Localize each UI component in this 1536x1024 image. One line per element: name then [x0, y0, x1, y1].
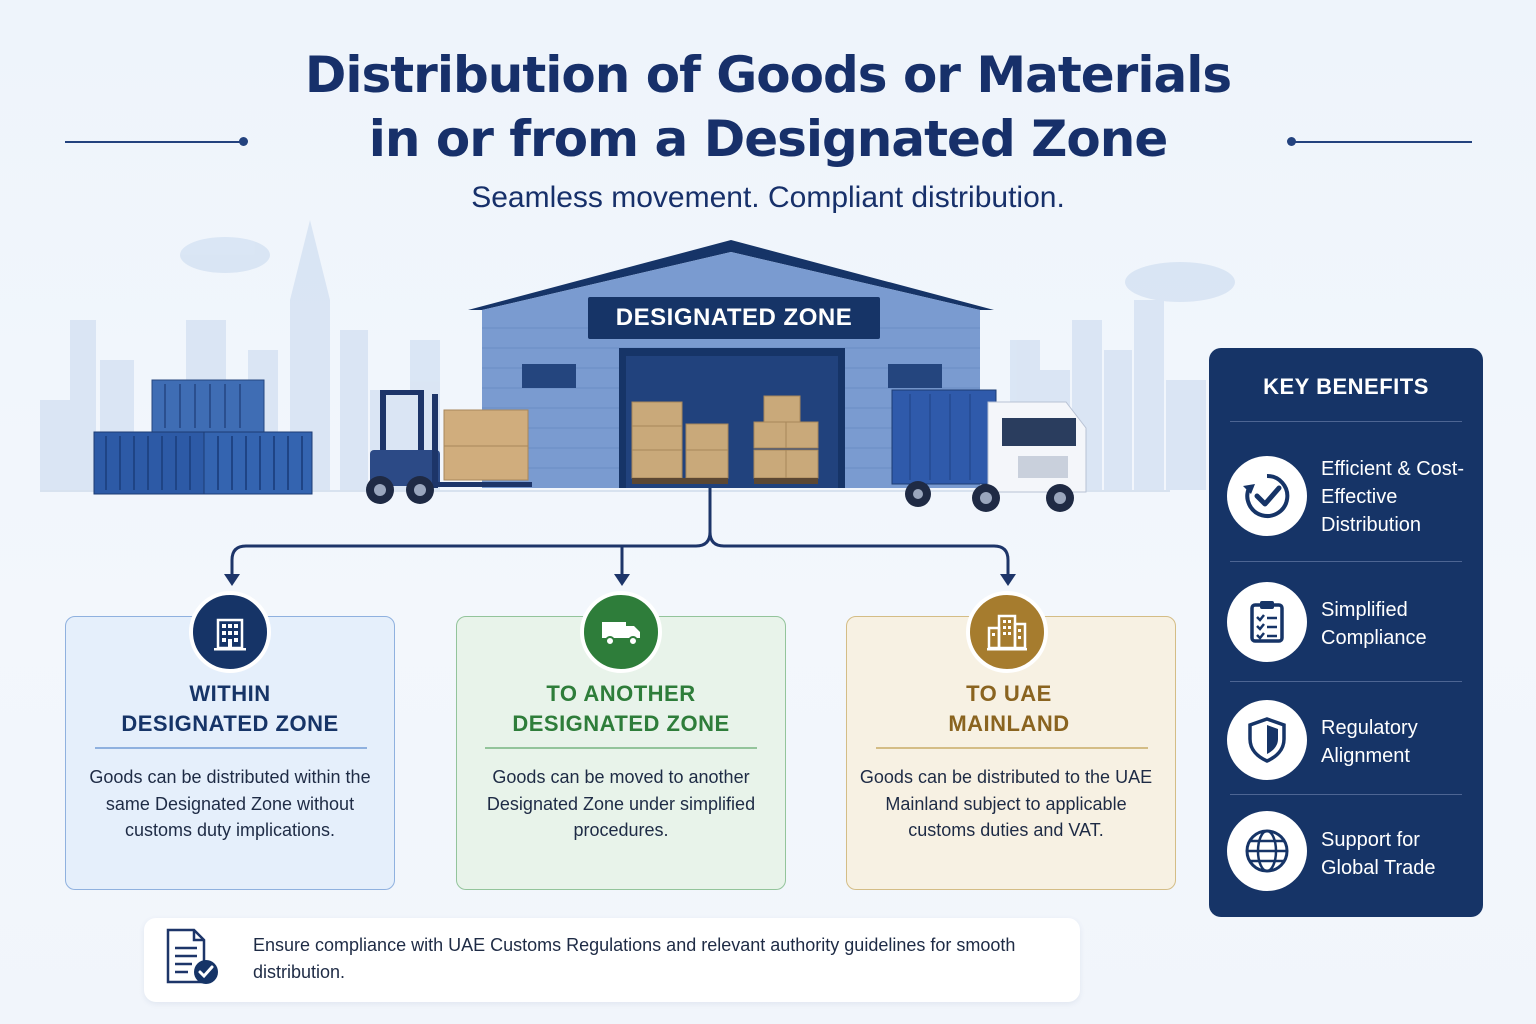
globe-icon — [1227, 811, 1307, 891]
benefit-divider-2 — [1230, 681, 1462, 682]
document-check-icon — [164, 928, 224, 988]
benefit-simplified-compliance: Simplified Compliance — [1321, 599, 1427, 649]
within-zone-divider — [95, 747, 367, 749]
title-divider-right — [1294, 141, 1472, 143]
shield-icon — [1227, 700, 1307, 780]
city-icon — [966, 591, 1048, 673]
benefit-global-trade: Support for Global Trade — [1321, 829, 1436, 879]
benefit-divider-3 — [1230, 794, 1462, 795]
mainland-title-line-1: TO UAE — [966, 681, 1052, 706]
benefit-efficient-distribution: Efficient & Cost-Effective Distribution — [1321, 458, 1465, 536]
within-zone-title-line-2: DESIGNATED ZONE — [121, 711, 339, 736]
title-divider-left-dot — [239, 137, 248, 146]
mainland-description: Goods can be distributed to the UAE Main… — [859, 767, 1153, 840]
mainland-divider — [876, 747, 1148, 749]
mainland-title-line-2: MAINLAND — [948, 711, 1070, 736]
truck-illustration — [891, 389, 1087, 512]
building-icon — [189, 591, 271, 673]
title-divider-right-dot — [1287, 137, 1296, 146]
mainland-title: TO UAE MAINLAND — [844, 679, 1174, 739]
clipboard-icon — [1227, 582, 1307, 662]
within-zone-description: Goods can be distributed within the same… — [89, 767, 371, 840]
within-zone-title: WITHIN DESIGNATED ZONE — [65, 679, 395, 739]
another-zone-title-line-2: DESIGNATED ZONE — [512, 711, 730, 736]
page-title-line-1: Distribution of Goods or Materials — [304, 46, 1232, 104]
another-zone-title-line-1: TO ANOTHER — [546, 681, 696, 706]
page-subtitle: Seamless movement. Compliant distributio… — [471, 181, 1065, 214]
another-zone-divider — [485, 747, 757, 749]
benefit-divider-1 — [1230, 561, 1462, 562]
check-cycle-icon — [1227, 456, 1307, 536]
benefit-regulatory-alignment: Regulatory Alignment — [1321, 717, 1418, 767]
title-divider-left — [65, 141, 241, 143]
forklift-illustration — [366, 390, 532, 504]
key-benefits-divider — [1230, 421, 1462, 422]
page-title-line-2: in or from a Designated Zone — [368, 110, 1169, 168]
compliance-note-text: Ensure compliance with UAE Customs Regul… — [253, 935, 1016, 982]
compliance-note — [144, 918, 1080, 1002]
key-benefits-title: KEY BENEFITS — [1263, 374, 1429, 399]
within-zone-title-line-1: WITHIN — [189, 681, 271, 706]
another-zone-title: TO ANOTHER DESIGNATED ZONE — [456, 679, 786, 739]
another-zone-description: Goods can be moved to another Designated… — [486, 767, 756, 840]
designated-zone-sign: DESIGNATED ZONE — [588, 297, 880, 339]
truck-icon — [580, 591, 662, 673]
shipping-containers-illustration — [93, 379, 313, 495]
distribution-flow-arrows — [224, 488, 1016, 586]
